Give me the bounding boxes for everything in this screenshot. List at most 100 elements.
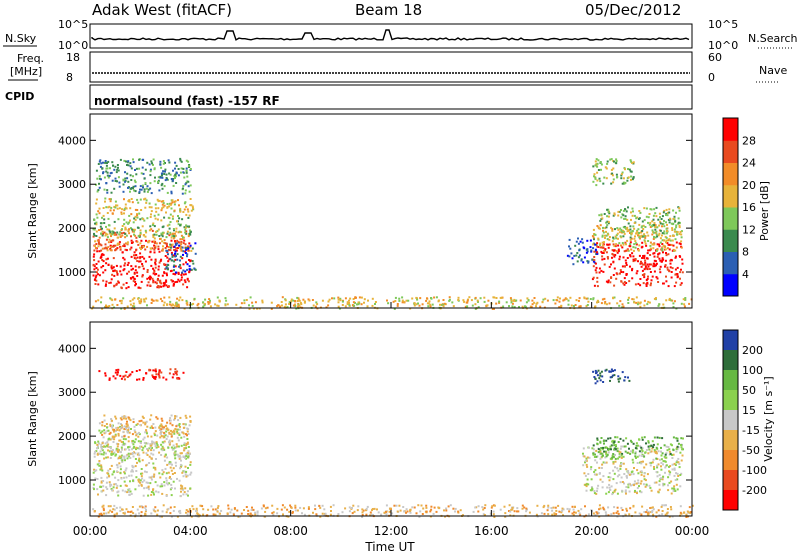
data-cell: [178, 230, 181, 233]
data-cell: [638, 438, 640, 441]
data-cell: [121, 251, 124, 254]
data-cell: [691, 504, 694, 507]
data-cell: [159, 515, 162, 518]
data-cell: [652, 508, 655, 511]
data-cell: [120, 299, 123, 302]
data-cell: [151, 440, 154, 443]
data-cell: [126, 242, 129, 245]
data-cell: [612, 512, 615, 515]
data-cell: [187, 428, 190, 431]
data-cell: [498, 300, 501, 303]
data-cell: [578, 305, 581, 308]
data-cell: [411, 297, 414, 300]
data-cell: [289, 504, 292, 507]
data-cell: [162, 436, 165, 439]
data-cell: [179, 264, 182, 266]
data-cell: [194, 268, 197, 271]
data-cell: [112, 231, 115, 234]
data-cell: [672, 302, 675, 305]
data-cell: [669, 235, 672, 238]
data-cell: [650, 450, 653, 453]
data-cell: [405, 511, 407, 514]
data-cell: [173, 229, 175, 232]
data-cell: [118, 233, 121, 236]
data-cell: [165, 482, 168, 485]
data-cell: [176, 303, 179, 306]
data-cell: [97, 273, 99, 276]
data-cell: [618, 272, 621, 275]
data-cell: [123, 425, 126, 428]
data-cell: [178, 244, 181, 247]
data-cell: [627, 486, 630, 489]
data-cell: [630, 170, 633, 173]
data-cell: [139, 185, 142, 188]
data-cell: [101, 424, 104, 427]
data-cell: [183, 442, 186, 445]
data-cell: [625, 249, 628, 252]
data-cell: [172, 480, 175, 483]
data-cell: [662, 211, 665, 214]
data-cell: [197, 513, 200, 516]
data-cell: [676, 488, 679, 491]
data-cell: [132, 161, 135, 164]
data-cell: [398, 297, 401, 300]
data-cell: [145, 471, 148, 474]
data-cell: [95, 235, 98, 237]
data-cell: [179, 207, 182, 210]
data-cell: [159, 176, 162, 179]
data-cell: [158, 376, 161, 379]
data-cell: [93, 455, 96, 458]
data-cell: [129, 419, 132, 422]
data-cell: [142, 417, 145, 419]
data-cell: [462, 299, 465, 302]
colorbar-tick-label: -200: [742, 484, 767, 497]
data-cell: [646, 473, 649, 476]
data-cell: [613, 160, 615, 163]
data-cell: [653, 466, 655, 468]
data-cell: [606, 162, 609, 165]
data-cell: [616, 232, 619, 235]
data-cell: [632, 225, 635, 228]
data-cell: [146, 217, 149, 220]
data-cell: [653, 208, 656, 211]
data-cell: [180, 436, 183, 439]
data-cell: [625, 509, 628, 512]
data-cell: [595, 511, 598, 514]
data-cell: [159, 160, 162, 163]
data-cell: [651, 461, 654, 464]
data-cell: [600, 168, 602, 171]
data-cell: [136, 214, 139, 217]
data-cell: [578, 249, 581, 252]
data-cell: [653, 265, 656, 268]
data-cell: [105, 304, 107, 307]
data-cell: [119, 425, 122, 428]
data-cell: [151, 374, 154, 377]
data-cell: [346, 301, 349, 304]
data-cell: [163, 431, 166, 434]
data-cell: [155, 373, 158, 376]
data-cell: [665, 252, 667, 254]
data-cell: [218, 300, 221, 303]
data-cell: [645, 511, 648, 514]
data-cell: [137, 266, 140, 269]
data-cell: [108, 174, 111, 177]
data-cell: [411, 506, 414, 509]
data-cell: [92, 274, 95, 277]
data-cell: [185, 457, 188, 460]
data-cell: [173, 209, 176, 212]
data-cell: [161, 176, 164, 179]
data-cell: [364, 509, 367, 512]
data-cell: [290, 298, 293, 301]
data-cell: [115, 506, 118, 509]
data-cell: [578, 297, 581, 300]
data-cell: [154, 466, 157, 469]
data-cell: [165, 280, 168, 283]
data-cell: [182, 423, 185, 426]
data-cell: [587, 260, 590, 263]
data-cell: [671, 227, 674, 230]
data-cell: [104, 445, 107, 448]
data-cell: [119, 246, 122, 249]
data-cell: [689, 512, 692, 515]
data-cell: [627, 298, 630, 301]
data-cell: [290, 300, 293, 303]
